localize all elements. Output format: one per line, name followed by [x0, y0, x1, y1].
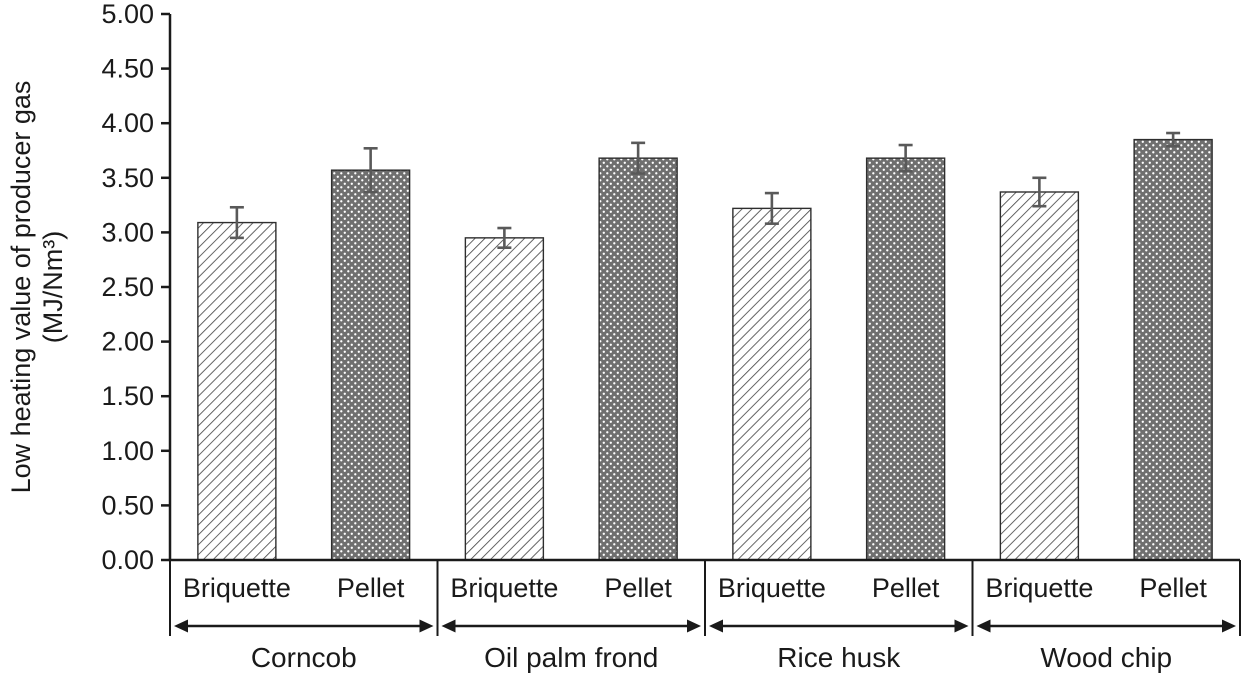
error-bar-oil-palm-frond-briquette	[497, 226, 512, 249]
group-label-corncob: Corncob	[251, 642, 357, 673]
group-arrow-oil-palm-frond	[441, 619, 701, 633]
y-tick-label: 1.50	[101, 381, 154, 411]
bar-label-oil-palm-frond-briquette: Briquette	[450, 573, 558, 603]
bar-label-corncob-briquette: Briquette	[183, 573, 291, 603]
bar-label-oil-palm-frond-pellet: Pellet	[604, 573, 672, 603]
bar-oil-palm-frond-briquette	[464, 237, 545, 561]
y-tick-label: 2.00	[101, 327, 154, 357]
bar-rice-husk-briquette	[732, 207, 812, 561]
bar-label-corncob-pellet: Pellet	[337, 573, 405, 603]
bar-corncob-pellet	[330, 169, 411, 561]
group-label-rice-husk: Rice husk	[777, 642, 901, 673]
y-tick-label: 0.50	[101, 490, 154, 520]
y-tick-label: 4.00	[101, 108, 154, 138]
bar-label-wood-chip-pellet: Pellet	[1139, 573, 1207, 603]
group-arrow-wood-chip	[976, 619, 1236, 633]
y-tick-label: 0.00	[101, 545, 154, 575]
bar-label-rice-husk-pellet: Pellet	[872, 573, 940, 603]
y-tick-label: 5.00	[101, 0, 154, 29]
bar-rice-husk-pellet	[865, 157, 946, 561]
y-tick-label: 1.00	[101, 436, 154, 466]
bar-label-rice-husk-briquette: Briquette	[718, 573, 826, 603]
y-tick-label: 3.50	[101, 163, 154, 193]
group-label-oil-palm-frond: Oil palm frond	[484, 642, 658, 673]
y-tick-label: 3.00	[101, 217, 154, 247]
group-arrow-corncob	[174, 619, 434, 633]
bar-corncob-briquette	[197, 221, 277, 561]
error-bar-corncob-briquette	[229, 205, 244, 240]
group-arrow-rice-husk	[709, 619, 969, 633]
y-axis-title-line2: (MJ/Nm³)	[38, 231, 68, 343]
bar-wood-chip-pellet	[1133, 138, 1213, 561]
group-label-wood-chip: Wood chip	[1040, 642, 1172, 673]
error-bar-wood-chip-pellet	[1166, 131, 1181, 148]
error-bar-wood-chip-briquette	[1032, 176, 1047, 208]
error-bar-corncob-pellet	[363, 147, 378, 194]
bar-oil-palm-frond-pellet	[598, 157, 678, 561]
error-bar-rice-husk-pellet	[898, 143, 913, 173]
bar-wood-chip-briquette	[999, 191, 1080, 561]
bar-label-wood-chip-briquette: Briquette	[985, 573, 1093, 603]
error-bar-oil-palm-frond-pellet	[631, 141, 646, 175]
y-tick-label: 2.50	[101, 272, 154, 302]
error-bar-rice-husk-briquette	[764, 191, 779, 225]
y-axis-title-line1: Low heating value of producer gas	[6, 81, 36, 494]
y-tick-label: 4.50	[101, 54, 154, 84]
